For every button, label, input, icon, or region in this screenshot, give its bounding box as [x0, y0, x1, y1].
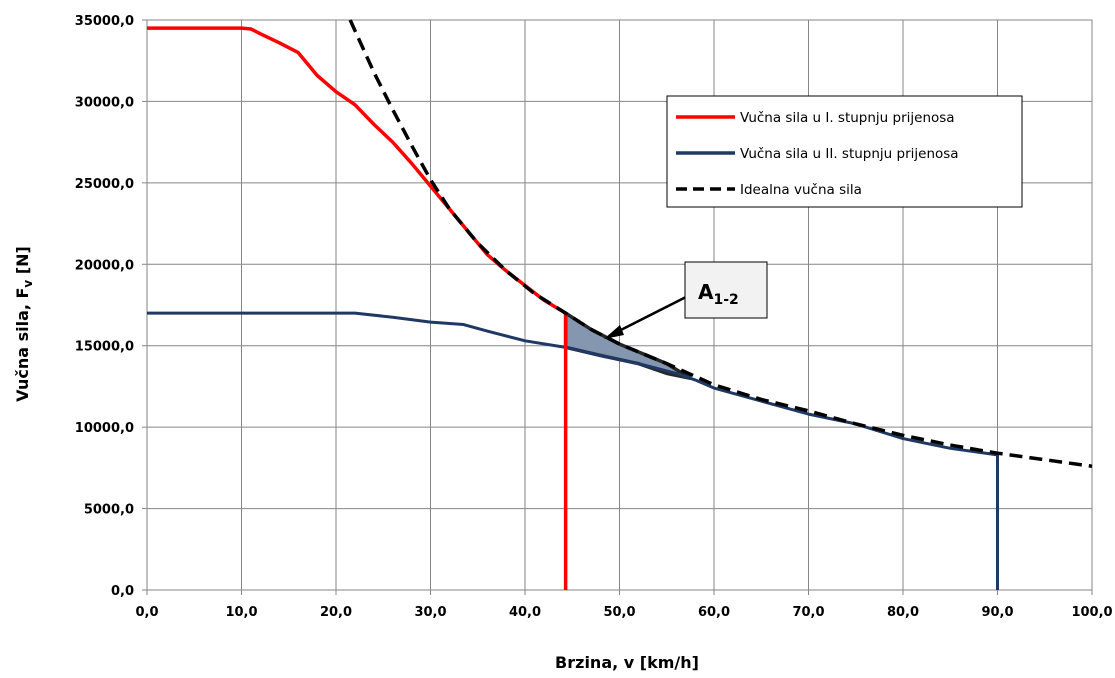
x-tick-label: 50,0 [603, 605, 635, 620]
legend-label-3: Idealna vučna sila [740, 182, 862, 198]
area-annotation: A1-2 [604, 261, 768, 339]
annotation-box [684, 261, 768, 319]
x-tick-label: 90,0 [981, 605, 1013, 620]
y-axis-ticks: 0,0 5000,0 10000,0 15000,0 20000,0 25000,0 300… [75, 14, 147, 599]
x-axis-title: Brzina, v [km/h] [555, 653, 699, 672]
x-tick-label: 80,0 [887, 605, 919, 620]
y-tick-label: 30000,0 [75, 95, 134, 110]
legend: Vučna sila u I. stupnju prijenosa Vučna s… [666, 95, 1023, 208]
y-axis-title-unit: [N] [13, 246, 32, 280]
x-tick-label: 10,0 [225, 605, 257, 620]
series-group [147, 19, 1093, 590]
x-tick-label: 40,0 [509, 605, 541, 620]
y-tick-label: 15000,0 [75, 340, 134, 355]
x-tick-label: 100,0 [1071, 605, 1112, 620]
annotation-label-main: A [698, 280, 714, 304]
x-tick-label: 30,0 [414, 605, 446, 620]
annotation-arrow-line [608, 295, 687, 338]
y-axis-title-sub: v [21, 280, 35, 288]
series-line-1 [147, 26, 568, 590]
y-tick-label: 5000,0 [84, 503, 134, 518]
y-axis-title-main: Vučna sila, F [13, 288, 32, 402]
x-tick-label: 70,0 [792, 605, 824, 620]
y-tick-label: 35000,0 [75, 14, 134, 29]
y-tick-label: 10000,0 [75, 421, 134, 436]
annotation-label: A1-2 [698, 280, 739, 308]
series-line-2 [147, 311, 999, 590]
y-tick-label: 20000,0 [75, 258, 134, 273]
x-tick-label: 0,0 [135, 605, 158, 620]
legend-label-1: Vučna sila u I. stupnju prijenosa [740, 110, 955, 126]
x-tick-label: 20,0 [320, 605, 352, 620]
x-axis-ticks: 0,0 10,0 20,0 30,0 40,0 50,0 60,0 70,0 80,0 90,0 1… [135, 590, 1113, 620]
y-tick-label: 25000,0 [75, 177, 134, 192]
y-tick-label: 0,0 [111, 584, 134, 599]
x-tick-label: 60,0 [698, 605, 730, 620]
y-axis-title: Vučna sila, Fv [N] [13, 246, 35, 402]
annotation-arrowhead [604, 325, 624, 339]
annotation-label-sub: 1-2 [713, 292, 738, 308]
legend-label-2: Vučna sila u II. stupnju prijenosa [740, 146, 959, 162]
